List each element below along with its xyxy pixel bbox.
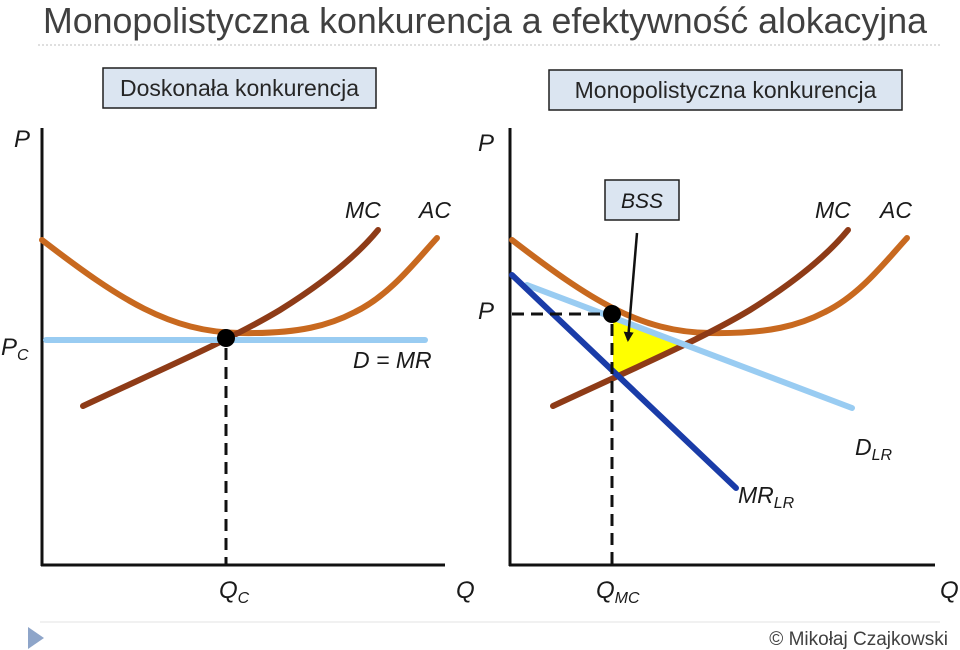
right-mr-lr-label: MRLR — [738, 482, 795, 512]
right-demand-lr-label-sub: LR — [872, 447, 893, 464]
left-equilibrium-point — [217, 329, 235, 347]
right-quantity-label: QMC — [596, 577, 640, 607]
left-quantity-label: QC — [219, 577, 250, 607]
right-mr-lr-label-main: MR — [738, 482, 774, 508]
bss-callout: BSS — [604, 179, 680, 342]
bss-label: BSS — [621, 190, 663, 213]
bss-box — [604, 179, 680, 221]
right-mr-lr-label-sub: LR — [774, 495, 795, 512]
left-y-axis-label: P — [14, 126, 30, 153]
right-price-label: P — [478, 298, 494, 325]
right-demand-lr-label: DLR — [855, 434, 893, 464]
left-diagram: P Q MC AC D = MR PC QC — [1, 126, 475, 607]
left-panel-heading: Doskonała konkurencja — [120, 75, 359, 101]
play-triangle-icon[interactable] — [28, 627, 44, 649]
left-ac-curve — [42, 238, 437, 333]
left-price-label-main: P — [1, 334, 17, 361]
left-ac-label: AC — [417, 197, 451, 223]
right-y-axis-label: P — [478, 130, 494, 157]
right-mr-lr-curve — [509, 272, 739, 491]
bss-arrow — [623, 232, 639, 342]
right-demand-lr-curve — [524, 282, 855, 411]
right-quantity-label-main: Q — [596, 577, 615, 604]
right-x-axis-label: Q — [940, 577, 959, 604]
left-quantity-label-main: Q — [219, 577, 238, 604]
left-mc-label: MC — [345, 197, 381, 223]
right-ac-label: AC — [878, 197, 912, 223]
left-price-label-sub: C — [17, 347, 29, 364]
right-ac-curve — [512, 238, 907, 333]
right-panel-heading-box: Monopolistyczna konkurencja — [548, 69, 903, 111]
slide-title: Monopolistyczna konkurencja a efektywnoś… — [43, 0, 928, 41]
left-panel-heading-box: Doskonała konkurencja — [102, 67, 377, 109]
left-demand-label: D = MR — [353, 347, 432, 373]
left-mc-curve — [83, 230, 378, 406]
left-x-axis-label: Q — [456, 577, 475, 604]
right-diagram: BSS P Q MC AC P DLR MRLR QMC — [478, 128, 959, 607]
right-mc-curve — [553, 230, 848, 406]
right-heading-box-background — [548, 69, 903, 111]
left-heading-box-background — [102, 67, 377, 109]
right-demand-lr-label-main: D — [855, 434, 872, 460]
right-equilibrium-point — [603, 305, 621, 323]
left-price-label: PC — [1, 334, 29, 364]
left-quantity-label-sub: C — [238, 590, 250, 607]
right-panel-heading: Monopolistyczna konkurencja — [575, 77, 877, 103]
footer-copyright: © Mikołaj Czajkowski — [769, 629, 948, 650]
right-quantity-label-sub: MC — [615, 590, 640, 607]
right-mc-label: MC — [815, 197, 851, 223]
